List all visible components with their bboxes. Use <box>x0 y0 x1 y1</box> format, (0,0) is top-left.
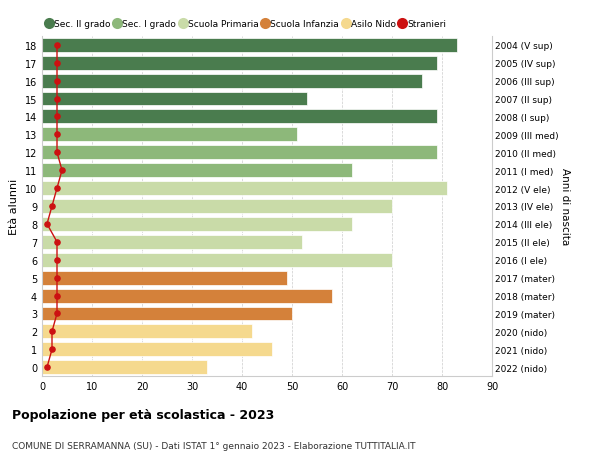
Bar <box>42 325 252 339</box>
Bar <box>42 360 207 375</box>
Bar <box>42 39 457 53</box>
Point <box>57 167 67 174</box>
Point <box>47 346 57 353</box>
Point <box>52 42 62 49</box>
Point <box>47 203 57 210</box>
Text: Popolazione per età scolastica - 2023: Popolazione per età scolastica - 2023 <box>12 409 274 421</box>
Point <box>42 364 52 371</box>
Bar <box>42 182 447 196</box>
Point <box>42 221 52 228</box>
Legend: Sec. II grado, Sec. I grado, Scuola Primaria, Scuola Infanzia, Asilo Nido, Stran: Sec. II grado, Sec. I grado, Scuola Prim… <box>47 20 446 29</box>
Point <box>47 328 57 336</box>
Y-axis label: Età alunni: Età alunni <box>9 179 19 235</box>
Bar <box>42 146 437 160</box>
Point <box>52 257 62 264</box>
Bar <box>42 271 287 285</box>
Point <box>52 185 62 192</box>
Bar <box>42 235 302 249</box>
Bar <box>42 128 297 142</box>
Point <box>52 131 62 139</box>
Bar <box>42 218 352 231</box>
Point <box>52 239 62 246</box>
Point <box>52 113 62 121</box>
Point <box>52 95 62 103</box>
Bar <box>42 342 272 357</box>
Text: COMUNE DI SERRAMANNA (SU) - Dati ISTAT 1° gennaio 2023 - Elaborazione TUTTITALIA: COMUNE DI SERRAMANNA (SU) - Dati ISTAT 1… <box>12 441 415 450</box>
Bar <box>42 74 422 89</box>
Point <box>52 78 62 85</box>
Bar <box>42 253 392 267</box>
Y-axis label: Anni di nascita: Anni di nascita <box>560 168 569 245</box>
Point <box>52 310 62 318</box>
Point <box>52 292 62 300</box>
Bar <box>42 200 392 213</box>
Bar <box>42 164 352 178</box>
Bar <box>42 307 292 321</box>
Point <box>52 149 62 157</box>
Point <box>52 274 62 282</box>
Bar <box>42 110 437 124</box>
Point <box>52 60 62 67</box>
Bar <box>42 92 307 106</box>
Bar <box>42 289 332 303</box>
Bar <box>42 56 437 71</box>
